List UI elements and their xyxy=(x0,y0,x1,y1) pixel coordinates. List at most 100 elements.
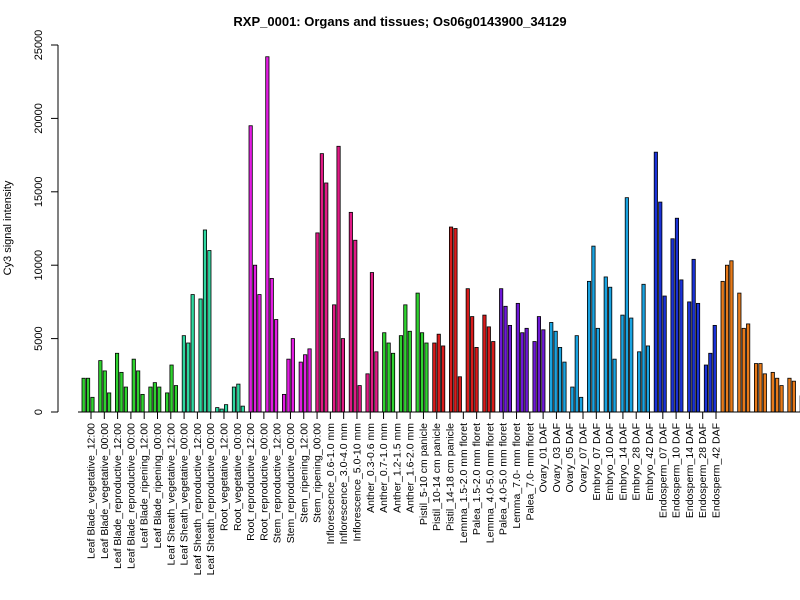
x-tick-label: Palea_1.5-2.0 mm floret xyxy=(471,423,483,535)
x-tick-label: Embryo_07 DAF xyxy=(591,423,603,501)
x-tick-label: Endosperm_14 DAF xyxy=(684,423,696,518)
bar xyxy=(231,386,237,413)
x-tick-label: Leaf Blade_vegetative_00:00 xyxy=(99,423,111,559)
x-tick-label: Pistil_14-18 cm panicle xyxy=(445,423,457,531)
bar xyxy=(558,347,563,413)
bar xyxy=(286,358,291,413)
bar xyxy=(119,371,124,413)
bar xyxy=(215,407,220,413)
bar xyxy=(737,292,742,413)
bar xyxy=(407,330,412,413)
bar xyxy=(248,125,253,413)
bar xyxy=(570,386,575,413)
bar xyxy=(637,351,642,413)
bar xyxy=(662,295,667,413)
x-tick-label: Leaf Sheath_vegetative_00:00 xyxy=(179,423,191,566)
bar xyxy=(332,304,337,413)
x-tick-label: Endosperm_28 DAF xyxy=(697,423,709,518)
x-tick-label: Ovary_05 DAF xyxy=(564,423,576,492)
bar xyxy=(595,327,600,413)
bar xyxy=(549,322,554,413)
x-axis: Leaf Blade_vegetative_12:00 Leaf Blade_ve… xyxy=(78,411,800,576)
bar xyxy=(465,288,470,413)
bar xyxy=(541,329,546,413)
bar xyxy=(787,377,792,413)
x-tick-label: Inflorescence_0.6-1.0 mm xyxy=(325,423,337,545)
bar xyxy=(754,363,759,413)
bar xyxy=(157,386,162,413)
bar xyxy=(148,386,153,413)
bar xyxy=(369,272,374,413)
bar xyxy=(515,302,520,413)
bar xyxy=(315,232,320,413)
x-tick-label: Palea_4.0-5.0 mm floret xyxy=(498,423,510,535)
bar xyxy=(131,358,136,413)
x-tick-label: Leaf Sheath_reproductive_00:00 xyxy=(205,423,217,576)
x-tick-label: Leaf Blade_reproductive_12:00 xyxy=(112,423,124,569)
bar xyxy=(298,361,303,413)
bar xyxy=(290,338,295,413)
bar xyxy=(102,370,107,413)
bar xyxy=(620,314,625,413)
x-tick-label: Stem_reproductive_12:00 xyxy=(272,423,284,543)
bar xyxy=(181,335,186,413)
bar xyxy=(603,276,608,413)
bar xyxy=(240,405,245,413)
bar xyxy=(186,342,191,413)
bar xyxy=(365,373,370,413)
bar xyxy=(190,294,195,413)
bar xyxy=(491,341,496,413)
x-tick-label: Stem_ripening_00:00 xyxy=(312,423,324,523)
bar xyxy=(90,396,95,413)
bar xyxy=(202,229,208,413)
bar xyxy=(403,304,408,413)
bar xyxy=(457,376,462,413)
bar xyxy=(257,294,262,413)
bar xyxy=(624,197,629,413)
bar xyxy=(687,301,692,413)
x-tick-label: Leaf Sheath_vegetative_12:00 xyxy=(165,423,177,566)
bars xyxy=(81,56,800,413)
bar xyxy=(357,385,362,413)
bar xyxy=(507,324,512,413)
bar xyxy=(746,323,751,413)
bar xyxy=(645,345,650,413)
x-tick-label: Stem_reproductive_00:00 xyxy=(285,423,297,543)
y-tick-label: 10000 xyxy=(33,250,45,281)
bar xyxy=(775,377,780,413)
bar xyxy=(608,286,613,413)
x-tick-label: Palea_7.0- mm floret xyxy=(524,423,536,521)
bar xyxy=(791,380,796,413)
x-tick-label: Anther_1.6-2.0 mm xyxy=(405,423,417,513)
bar xyxy=(574,335,579,413)
bar xyxy=(441,345,446,413)
bar xyxy=(236,383,241,413)
bar xyxy=(173,385,179,413)
bar xyxy=(436,333,441,413)
x-tick-label: Inflorescence_5.0-10 mm xyxy=(351,423,363,542)
x-tick-label: Anther_1.2-1.5 mm xyxy=(391,423,403,513)
y-tick-label: 15000 xyxy=(33,177,45,208)
bar xyxy=(486,326,491,413)
x-tick-label: Pistil_5-10 cm panicle xyxy=(418,423,430,525)
bar xyxy=(679,279,684,413)
bar xyxy=(712,324,717,413)
bar xyxy=(340,338,345,413)
bar xyxy=(725,264,730,413)
bar xyxy=(641,283,646,413)
x-tick-label: Anther_0.3-0.6 mm xyxy=(365,423,377,513)
x-tick-label: Ovary_07 DAF xyxy=(578,423,590,492)
bar xyxy=(729,260,734,413)
bar xyxy=(524,327,529,413)
y-tick-label: 5000 xyxy=(33,326,45,350)
bar xyxy=(587,280,592,413)
bar xyxy=(703,364,708,413)
bar xyxy=(482,314,487,413)
bar xyxy=(274,319,279,413)
bar xyxy=(562,361,567,413)
bar xyxy=(269,278,274,413)
x-tick-label: Leaf Blade_ripening_00:00 xyxy=(152,423,164,549)
x-tick-label: Endosperm_42 DAF xyxy=(711,423,723,518)
bar xyxy=(536,316,541,413)
